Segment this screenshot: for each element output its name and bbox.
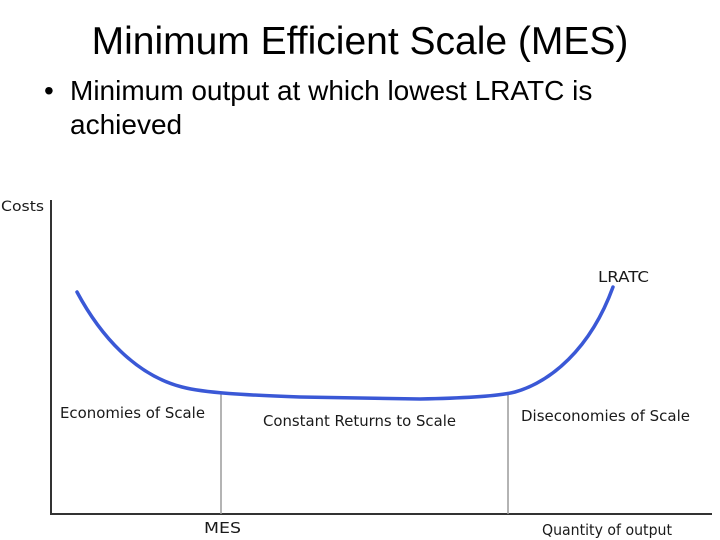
economies-of-scale-label: Economies of Scale	[60, 404, 205, 422]
mes-label: MES	[204, 519, 241, 537]
lratc-label: LRATC	[598, 268, 649, 286]
bullet-marker: •	[44, 75, 54, 106]
bullet-text: Minimum output at which lowest LRATC is …	[70, 75, 593, 140]
lratc-curve	[75, 285, 615, 401]
y-axis-label: Costs	[1, 199, 44, 215]
constant-returns-label: Constant Returns to Scale	[263, 412, 456, 430]
bullet-point: • Minimum output at which lowest LRATC i…	[44, 74, 684, 142]
slide-title: Minimum Efficient Scale (MES)	[91, 20, 629, 63]
diseconomies-of-scale-label: Diseconomies of Scale	[521, 407, 690, 425]
x-axis-label: Quantity of output	[542, 521, 672, 539]
